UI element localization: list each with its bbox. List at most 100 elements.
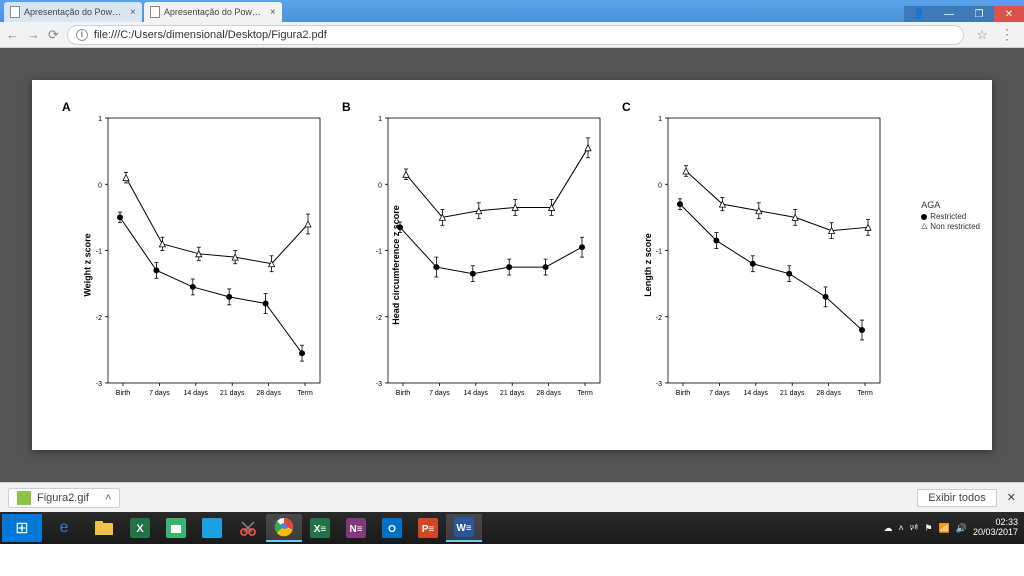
taskbar-powerpoint-icon[interactable]: P≡	[410, 514, 446, 542]
tab-close-icon[interactable]: ×	[130, 7, 136, 18]
svg-text:Birth: Birth	[116, 390, 131, 397]
svg-text:P≡: P≡	[422, 524, 435, 535]
taskbar-onenote-icon[interactable]: N≡	[338, 514, 374, 542]
svg-text:14 days: 14 days	[744, 390, 769, 397]
chrome-menu-icon[interactable]: ⋮	[996, 26, 1018, 43]
taskbar-chrome-icon[interactable]	[266, 514, 302, 542]
svg-text:21 days: 21 days	[780, 390, 805, 397]
svg-text:0: 0	[658, 182, 662, 189]
svg-text:Term: Term	[577, 390, 593, 397]
url-text: file:///C:/Users/dimensional/Desktop/Fig…	[94, 29, 327, 41]
window-minimize-button[interactable]: —	[934, 6, 964, 22]
taskbar-explorer-icon[interactable]	[86, 514, 122, 542]
svg-text:-3: -3	[656, 381, 662, 388]
taskbar-outlook-icon[interactable]: O	[374, 514, 410, 542]
browser-tab-2[interactable]: Apresentação do PowerP ×	[144, 2, 282, 22]
tab-favicon	[150, 6, 160, 18]
svg-text:X≡: X≡	[314, 524, 327, 535]
svg-text:28 days: 28 days	[536, 390, 561, 397]
svg-text:Term: Term	[297, 390, 313, 397]
legend-marker-triangle	[921, 224, 927, 230]
svg-text:-1: -1	[656, 249, 662, 256]
svg-text:7 days: 7 days	[149, 390, 170, 397]
legend-row-nonrestricted: Non restricted	[921, 222, 980, 231]
window-maximize-button[interactable]: ❐	[964, 6, 994, 22]
chart-panel-C: C Length z score10-1-2-3Birth7 days14 da…	[622, 100, 902, 430]
svg-text:1: 1	[98, 116, 102, 123]
browser-toolbar: ← → ⟳ i file:///C:/Users/dimensional/Des…	[0, 22, 1024, 48]
svg-text:7 days: 7 days	[429, 390, 450, 397]
tray-flag-icon[interactable]: ⚑	[924, 523, 932, 534]
svg-text:-1: -1	[96, 249, 102, 256]
pdf-page: A Weight z score10-1-2-3Birth7 days14 da…	[32, 80, 992, 450]
svg-text:21 days: 21 days	[220, 390, 245, 397]
svg-text:0: 0	[98, 182, 102, 189]
system-tray: ☁ ˄ 🕫 ⚑ 📶 🔊 02:33 20/03/2017	[883, 518, 1022, 538]
browser-tab-1[interactable]: Apresentação do PowerP ×	[4, 2, 142, 22]
download-chevron-icon[interactable]: ˄	[105, 492, 111, 504]
taskbar-excel-icon[interactable]: X	[122, 514, 158, 542]
taskbar-clock[interactable]: 02:33 20/03/2017	[973, 518, 1018, 538]
tray-onedrive-icon[interactable]: ☁	[883, 523, 892, 534]
site-info-icon[interactable]: i	[76, 29, 88, 41]
download-item[interactable]: Figura2.gif ˄	[8, 488, 120, 508]
svg-text:W≡: W≡	[456, 523, 471, 534]
panel-label: B	[342, 100, 351, 114]
svg-text:28 days: 28 days	[256, 390, 281, 397]
back-button[interactable]: ←	[6, 27, 19, 42]
chart-legend: AGA Restricted Non restricted	[921, 200, 980, 232]
tab-label: Apresentação do PowerP	[164, 7, 264, 17]
download-file-icon	[17, 491, 31, 505]
svg-text:-1: -1	[376, 249, 382, 256]
svg-text:7 days: 7 days	[709, 390, 730, 397]
legend-title: AGA	[921, 200, 980, 210]
tray-network-icon[interactable]: 📶	[939, 523, 950, 534]
svg-text:X: X	[136, 523, 144, 535]
tab-strip: Apresentação do PowerP × Apresentação do…	[0, 0, 284, 22]
svg-text:-2: -2	[656, 315, 662, 322]
svg-text:N≡: N≡	[349, 524, 362, 535]
tab-favicon	[10, 6, 20, 18]
forward-button[interactable]: →	[27, 27, 40, 42]
svg-text:28 days: 28 days	[816, 390, 841, 397]
tray-up-icon[interactable]: ˄	[898, 523, 903, 533]
svg-text:Term: Term	[857, 390, 873, 397]
svg-text:-3: -3	[376, 381, 382, 388]
svg-text:14 days: 14 days	[184, 390, 209, 397]
pdf-viewport: A Weight z score10-1-2-3Birth7 days14 da…	[0, 48, 1024, 482]
svg-text:O: O	[388, 524, 396, 535]
taskbar-ie-icon[interactable]: e	[44, 514, 84, 542]
tab-close-icon[interactable]: ×	[270, 7, 276, 18]
chart-svg: 10-1-2-3Birth7 days14 days21 days28 days…	[360, 108, 610, 408]
chart-panel-B: B Head circumference z score10-1-2-3Birt…	[342, 100, 622, 430]
chart-panel-A: A Weight z score10-1-2-3Birth7 days14 da…	[62, 100, 342, 430]
downloads-bar-close-icon[interactable]: ✕	[1007, 491, 1016, 504]
panel-label: C	[622, 100, 631, 114]
taskbar-snip-icon[interactable]	[230, 514, 266, 542]
chrome-user-icon[interactable]: 👤	[904, 6, 934, 22]
window-controls: 👤 — ❐ ✕	[904, 6, 1024, 22]
svg-text:14 days: 14 days	[464, 390, 489, 397]
tray-bluetooth-icon[interactable]: 🕫	[910, 520, 919, 536]
bookmark-star-icon[interactable]: ☆	[976, 27, 988, 43]
window-titlebar: Apresentação do PowerP × Apresentação do…	[0, 0, 1024, 22]
panel-label: A	[62, 100, 71, 114]
chart-svg: 1 0 -1 -2 -3 Birth 7 days 14 days 21 days 28 days…	[80, 108, 330, 408]
show-all-downloads-button[interactable]: Exibir todos	[917, 489, 996, 507]
taskbar-excel2-icon[interactable]: X≡	[302, 514, 338, 542]
reload-button[interactable]: ⟳	[48, 27, 59, 43]
taskbar-store-icon[interactable]	[158, 514, 194, 542]
svg-text:0: 0	[378, 182, 382, 189]
tab-label: Apresentação do PowerP	[24, 7, 124, 17]
svg-text:-3: -3	[96, 381, 102, 388]
start-button[interactable]: ⊞	[2, 514, 42, 542]
window-close-button[interactable]: ✕	[994, 6, 1024, 22]
svg-text:Birth: Birth	[396, 390, 411, 397]
tray-volume-icon[interactable]: 🔊	[956, 523, 967, 534]
legend-row-restricted: Restricted	[921, 212, 980, 221]
taskbar-app-icon[interactable]	[194, 514, 230, 542]
address-bar[interactable]: i file:///C:/Users/dimensional/Desktop/F…	[67, 25, 964, 45]
svg-text:-2: -2	[96, 315, 102, 322]
taskbar-word-icon[interactable]: W≡	[446, 514, 482, 542]
svg-text:Birth: Birth	[676, 390, 691, 397]
